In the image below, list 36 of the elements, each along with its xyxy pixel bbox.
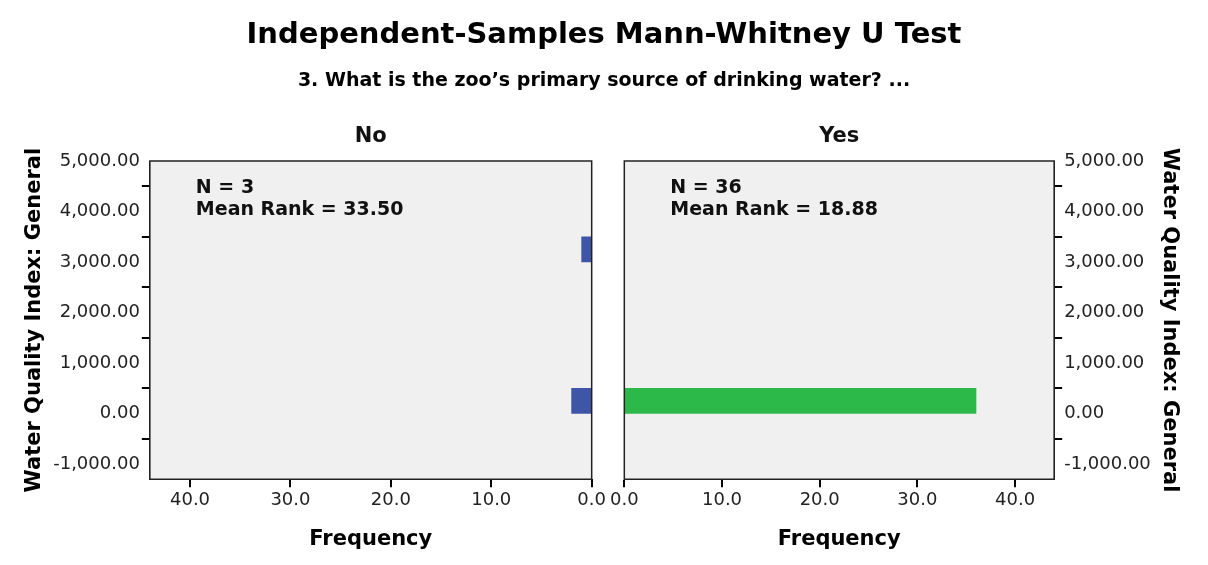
y-tick-label: -1,000.00 bbox=[53, 451, 140, 473]
y-tick-label: 5,000.00 bbox=[59, 148, 140, 170]
y-tick-label: 4,000.00 bbox=[59, 199, 140, 221]
y-tick-label: 0.00 bbox=[99, 401, 140, 423]
annotation: N = 36 bbox=[670, 175, 742, 198]
x-tick-label: 20.0 bbox=[799, 487, 840, 509]
y-axis-title: Water Quality Index: General bbox=[21, 147, 46, 493]
y-tick-label: 2,000.00 bbox=[59, 300, 140, 322]
y-tick-label: 4,000.00 bbox=[1064, 199, 1145, 221]
text: Yes bbox=[818, 122, 860, 147]
y-axis-title: Water Quality Index: General bbox=[1158, 147, 1183, 493]
y-tick-label: 2,000.00 bbox=[1064, 300, 1145, 322]
y-tick-label: -1,000.00 bbox=[1064, 451, 1151, 473]
y-tick-label: 3,000.00 bbox=[59, 249, 140, 271]
chart-title: Independent-Samples Mann-Whitney U Test bbox=[245, 15, 963, 50]
chart-subtitle: 3. What is the zoo’s primary source of drinking water? ... bbox=[296, 68, 912, 90]
y-tick-label: 0.00 bbox=[1064, 401, 1105, 423]
x-tick-label: 10.0 bbox=[471, 487, 512, 509]
x-tick-label: 30.0 bbox=[897, 487, 938, 509]
x-axis-title: Frequency bbox=[309, 525, 433, 550]
x-tick-label: 0.0 bbox=[609, 487, 639, 509]
x-tick-label: 20.0 bbox=[370, 487, 411, 509]
annotation: N = 3 bbox=[195, 175, 255, 198]
annotation: Mean Rank = 33.50 bbox=[195, 197, 404, 220]
y-tick-label: 1,000.00 bbox=[59, 350, 140, 372]
x-tick-label: 40.0 bbox=[169, 487, 211, 509]
x-tick-label: 40.0 bbox=[995, 487, 1036, 509]
x-axis-title: Frequency bbox=[777, 525, 901, 550]
y-tick-label: 5,000.00 bbox=[1064, 148, 1145, 170]
x-tick-label: 30.0 bbox=[270, 487, 311, 509]
x-tick-label: 0.0 bbox=[577, 487, 607, 509]
x-tick-label: 10.0 bbox=[701, 487, 743, 509]
y-tick-label: 3,000.00 bbox=[1064, 249, 1145, 271]
y-tick-label: 1,000.00 bbox=[1064, 350, 1145, 372]
annotation: Mean Rank = 18.88 bbox=[670, 197, 878, 220]
text: No bbox=[354, 122, 387, 147]
